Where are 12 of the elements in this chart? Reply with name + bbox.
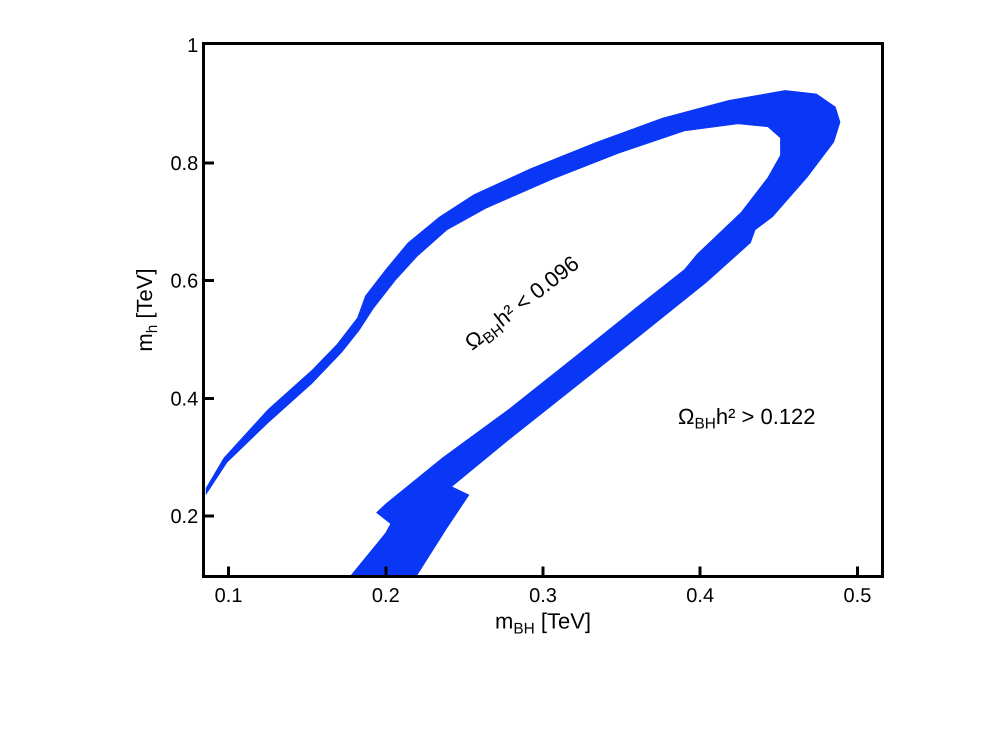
x-tick-label: 0.3 (529, 584, 557, 607)
y-tick-label: 0.8 (170, 152, 198, 175)
y-tick-label: 1 (187, 35, 198, 57)
x-tick-label: 0.2 (372, 584, 400, 607)
y-tick-label: 0.6 (170, 270, 198, 293)
x-tick-label: 0.1 (214, 584, 242, 607)
x-tick-label: 0.5 (844, 584, 872, 607)
annotation: Ω$_{BH}$h² > 0.122 (678, 404, 816, 433)
x-tick-label: 0.4 (686, 584, 714, 607)
y-tick-label: 0.4 (170, 388, 198, 410)
y-tick-label: 0.2 (170, 506, 198, 528)
x-axis-title: m$_{BH}$ [TeV] (495, 608, 591, 638)
